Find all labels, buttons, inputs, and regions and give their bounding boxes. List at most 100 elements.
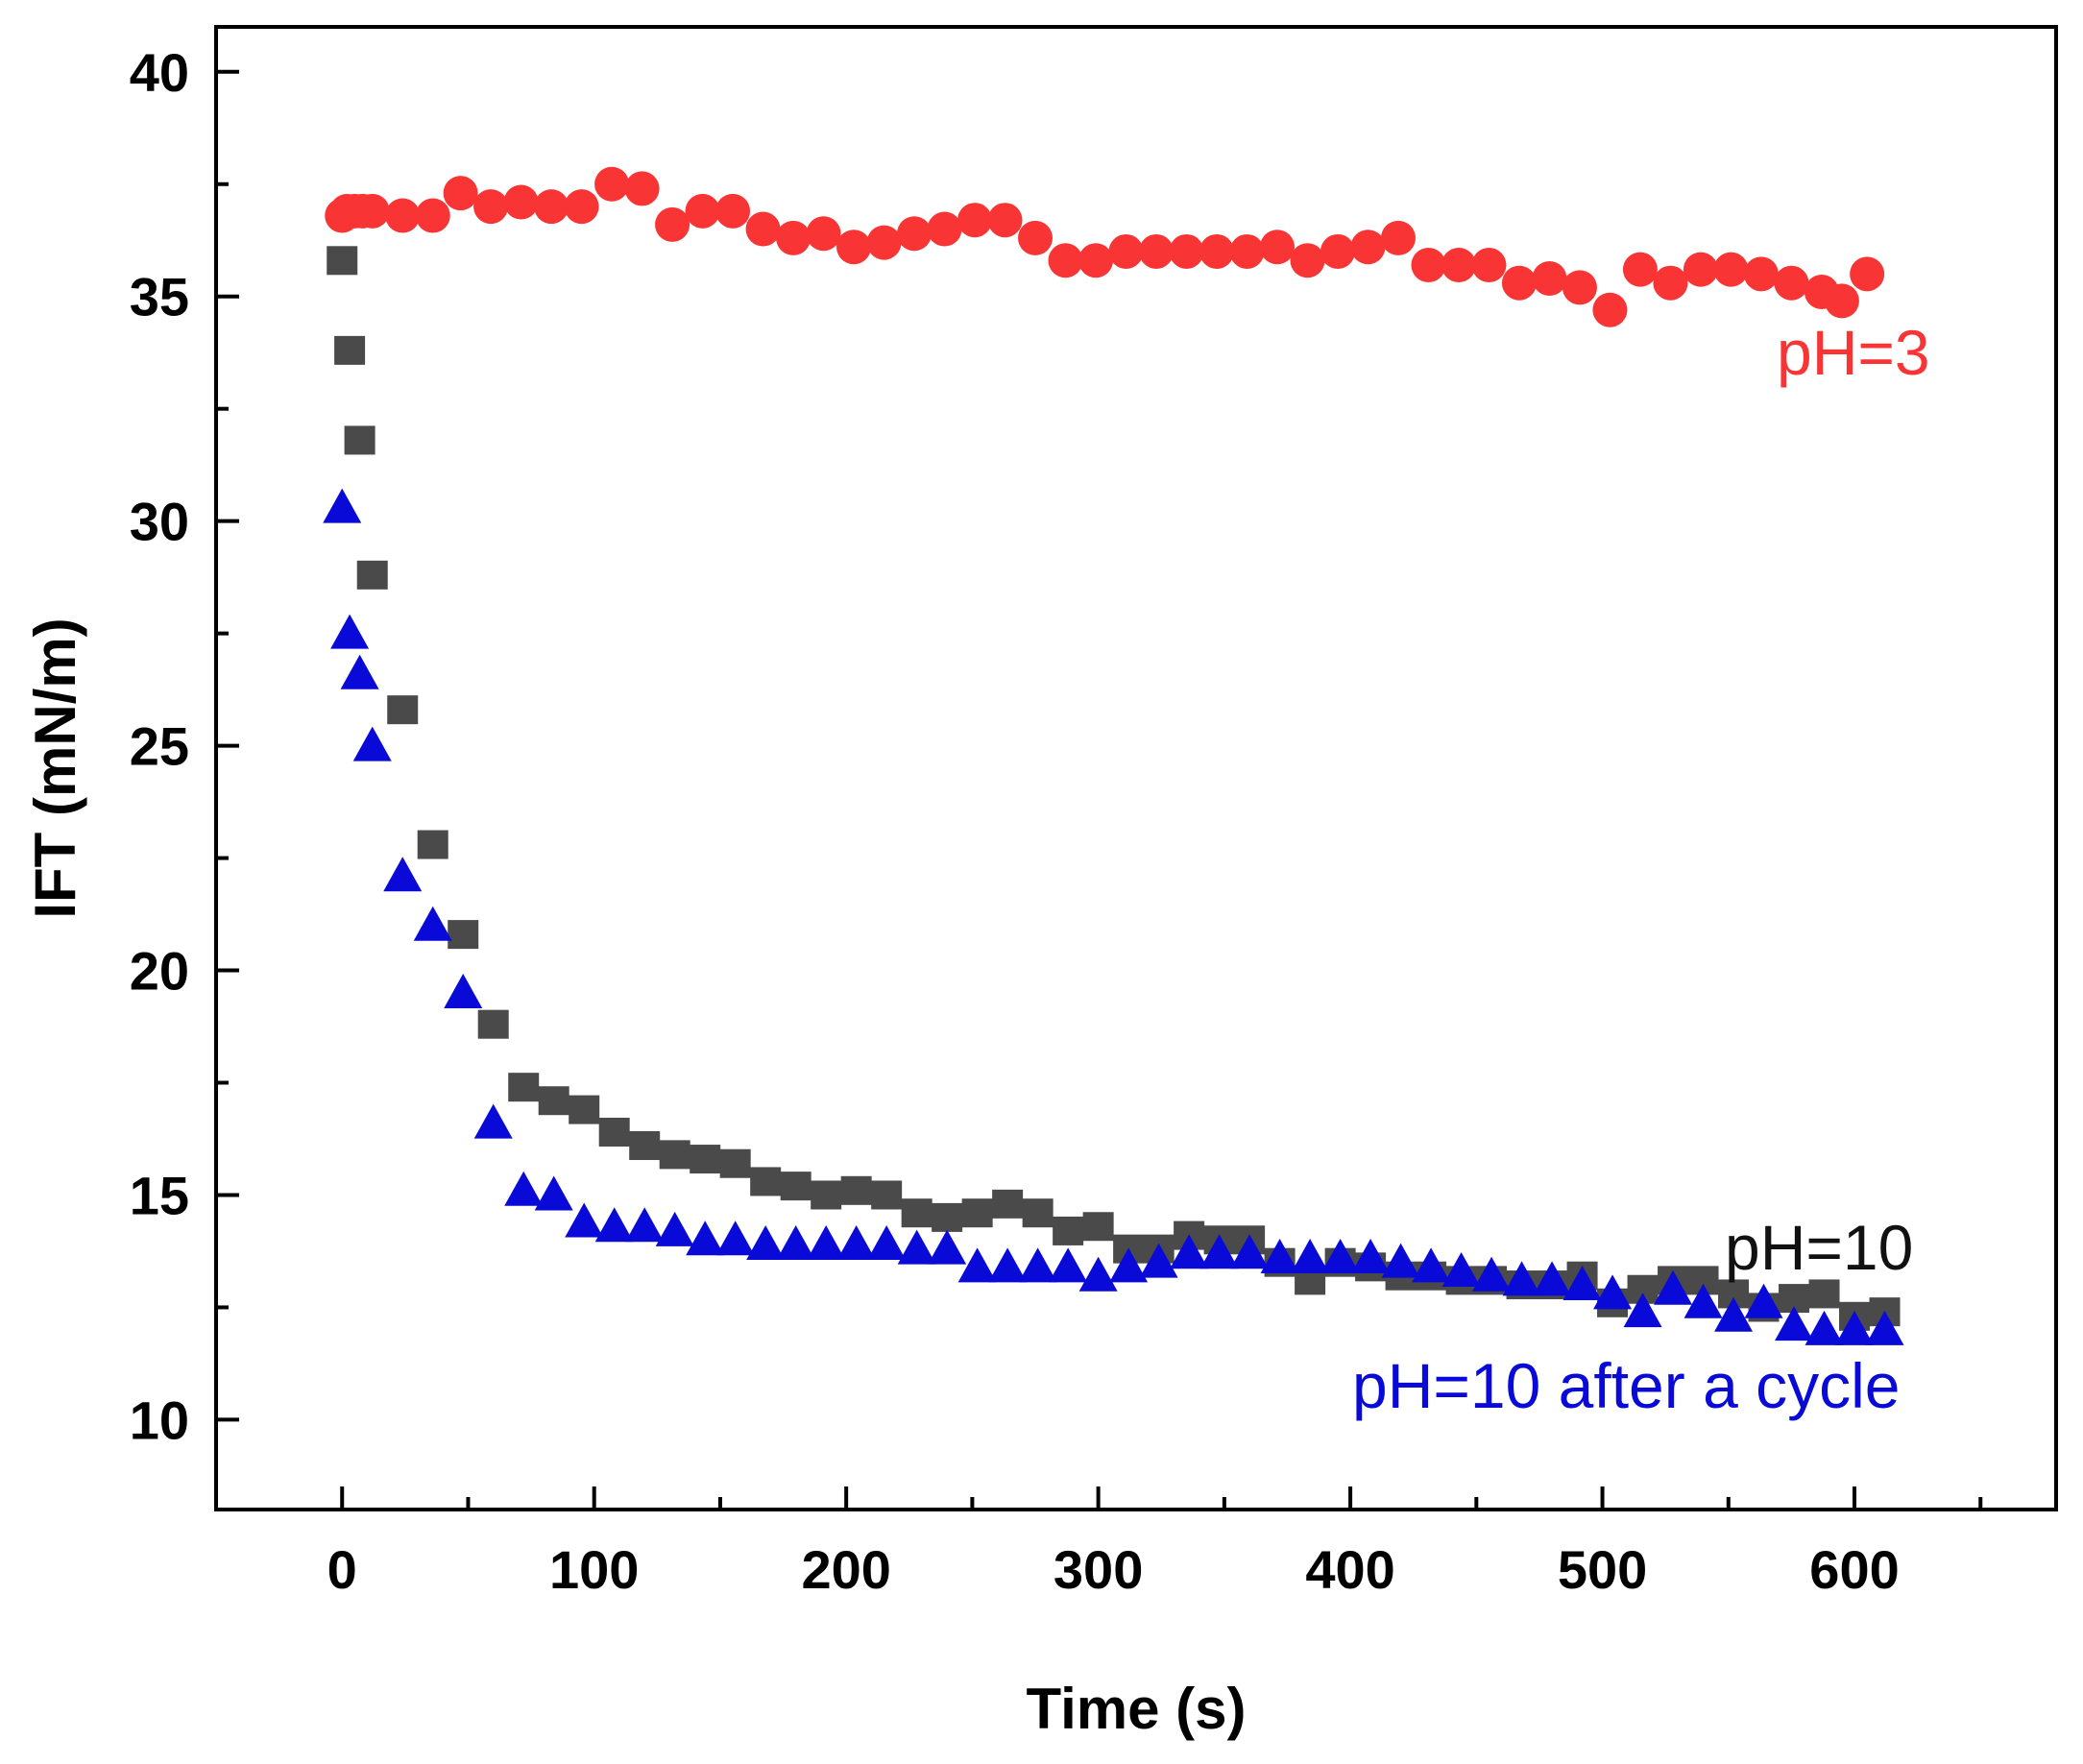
data-point-square xyxy=(961,1198,993,1228)
data-point-circle xyxy=(473,189,509,225)
data-point-triangle xyxy=(746,1224,786,1260)
data-point-triangle xyxy=(1654,1269,1693,1305)
data-point-square xyxy=(334,335,366,365)
data-point-square xyxy=(690,1145,721,1174)
data-point-circle xyxy=(1713,252,1749,287)
data-point-square xyxy=(871,1180,903,1210)
data-point-triangle xyxy=(1502,1261,1541,1296)
data-point-circle xyxy=(1824,283,1859,319)
data-point-triangle xyxy=(1351,1238,1391,1273)
data-point-circle xyxy=(1229,233,1265,269)
x-axis-title: Time (s) xyxy=(1027,1677,1247,1741)
data-point-triangle xyxy=(413,906,452,941)
data-point-triangle xyxy=(1441,1252,1481,1288)
data-point-triangle xyxy=(534,1175,573,1211)
data-point-triangle xyxy=(867,1224,907,1260)
data-point-triangle xyxy=(1533,1261,1572,1296)
data-point-circle xyxy=(1532,261,1567,297)
data-point-circle xyxy=(443,176,478,211)
data-point-circle xyxy=(1350,230,1386,265)
data-point-circle xyxy=(564,189,599,225)
data-point-triangle xyxy=(594,1207,634,1243)
data-point-circle xyxy=(745,211,781,247)
data-point-square xyxy=(538,1086,569,1116)
data-point-triangle xyxy=(957,1247,997,1283)
data-point-square xyxy=(598,1117,630,1147)
data-point-circle xyxy=(1471,247,1507,282)
data-point-circle xyxy=(1743,256,1779,292)
data-point-circle xyxy=(1169,233,1204,269)
series-ph-3 xyxy=(325,166,1885,327)
data-point-triangle xyxy=(1230,1234,1270,1269)
data-point-circle xyxy=(776,220,811,255)
data-point-triangle xyxy=(1018,1247,1057,1283)
data-point-triangle xyxy=(1139,1243,1178,1278)
data-point-square xyxy=(629,1131,661,1161)
data-point-square xyxy=(1022,1198,1054,1228)
x-axis: 0 100 200 300 400 500 600 xyxy=(214,1486,1983,1600)
series-ph-10 xyxy=(327,246,1901,1331)
data-point-triangle xyxy=(928,1229,967,1265)
data-point-square xyxy=(992,1189,1024,1219)
data-point-triangle xyxy=(715,1220,755,1256)
data-point-circle xyxy=(1411,247,1446,282)
data-point-square xyxy=(448,920,479,950)
data-point-square xyxy=(901,1198,933,1228)
data-point-circle xyxy=(1774,265,1809,301)
data-point-triangle xyxy=(1804,1310,1844,1345)
y-tick-label: 20 xyxy=(130,941,189,1002)
data-point-circle xyxy=(1138,233,1174,269)
data-point-triangle xyxy=(776,1224,815,1260)
data-point-triangle xyxy=(1623,1293,1662,1328)
data-point-circle xyxy=(987,203,1023,238)
data-point-circle xyxy=(655,206,690,242)
data-point-square xyxy=(659,1140,690,1170)
data-point-square xyxy=(780,1172,811,1201)
data-point-square xyxy=(932,1202,963,1232)
data-point-square xyxy=(840,1175,872,1205)
data-marks xyxy=(323,166,1904,1345)
data-point-square xyxy=(356,560,388,590)
data-point-circle xyxy=(715,193,751,229)
data-point-circle xyxy=(1562,270,1597,305)
data-point-square xyxy=(1053,1216,1084,1245)
data-point-triangle xyxy=(1714,1296,1754,1332)
x-tick-label: 600 xyxy=(1809,1539,1899,1600)
data-point-triangle xyxy=(473,1103,513,1139)
data-point-circle xyxy=(1653,265,1688,301)
data-point-square xyxy=(750,1167,782,1196)
data-point-square xyxy=(477,1009,509,1039)
data-point-triangle xyxy=(897,1229,936,1265)
data-point-circle xyxy=(1592,292,1628,327)
data-point-triangle xyxy=(352,726,392,761)
data-point-triangle xyxy=(1260,1238,1299,1273)
data-point-triangle xyxy=(330,614,370,649)
data-point-triangle xyxy=(1865,1310,1904,1345)
data-point-triangle xyxy=(1049,1247,1088,1283)
data-point-circle xyxy=(806,216,841,252)
data-point-circle xyxy=(503,184,539,220)
data-point-circle xyxy=(624,171,660,206)
data-point-circle xyxy=(927,211,962,247)
data-point-square xyxy=(508,1073,540,1102)
data-point-square xyxy=(1082,1212,1114,1242)
data-point-triangle xyxy=(686,1220,725,1256)
data-point-triangle xyxy=(1170,1234,1209,1269)
data-point-triangle xyxy=(565,1202,604,1238)
data-point-triangle xyxy=(1199,1234,1239,1269)
data-point-triangle xyxy=(1078,1256,1118,1292)
data-point-triangle xyxy=(323,488,362,523)
annotation-ph10-after-cycle: pH=10 after a cycle xyxy=(1352,1350,1900,1421)
data-point-triangle xyxy=(1472,1256,1512,1292)
data-point-square xyxy=(811,1180,842,1210)
data-point-triangle xyxy=(1835,1310,1875,1345)
data-point-circle xyxy=(897,216,933,252)
data-point-circle xyxy=(1683,252,1718,287)
data-point-triangle xyxy=(340,654,379,689)
annotation-ph10: pH=10 xyxy=(1725,1212,1913,1283)
data-point-square xyxy=(344,425,375,455)
data-point-circle xyxy=(1380,220,1416,255)
data-point-circle xyxy=(354,193,390,229)
data-point-circle xyxy=(1501,265,1537,301)
